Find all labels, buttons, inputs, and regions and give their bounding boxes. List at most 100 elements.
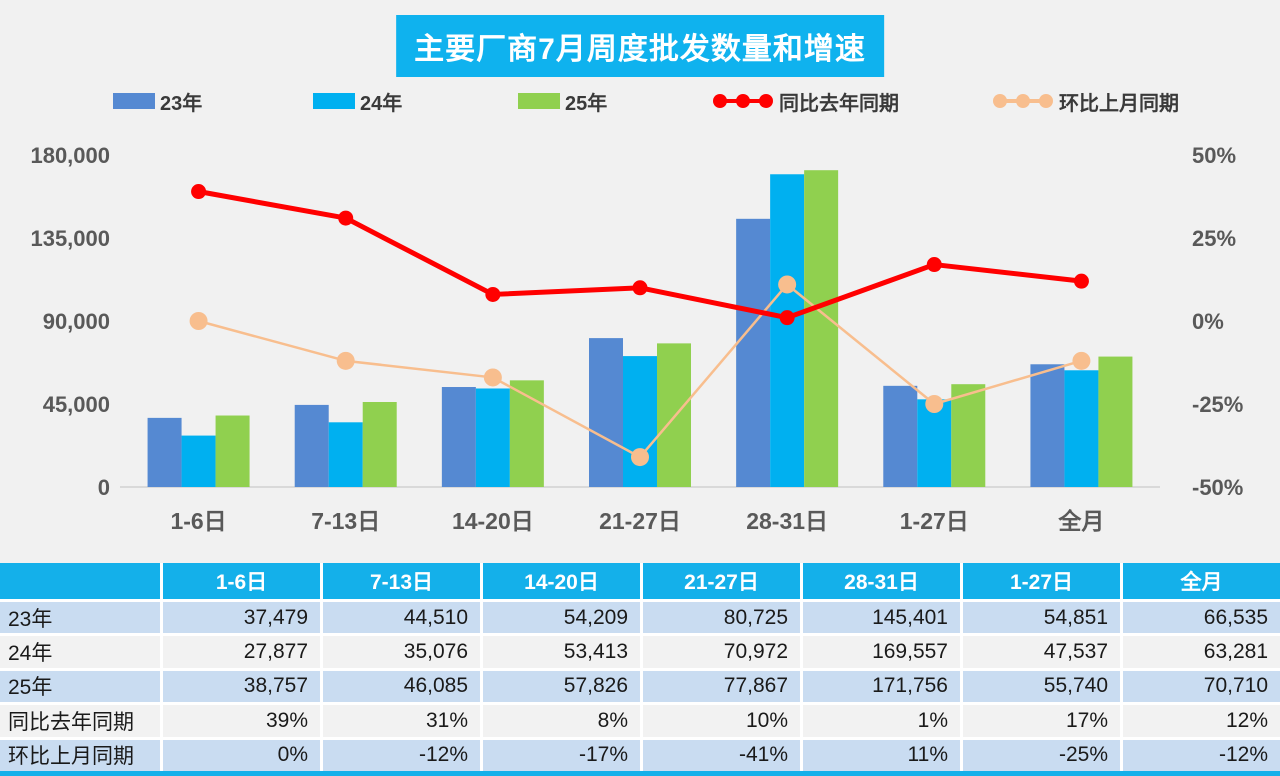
legend-swatch-icon xyxy=(113,93,155,109)
left-axis-tick: 135,000 xyxy=(30,226,110,251)
table-value-cell: 54,851 xyxy=(963,602,1120,634)
bar-24年-7-13日 xyxy=(328,422,363,487)
bar-25年-14-20日 xyxy=(509,380,544,487)
bar-25年-7-13日 xyxy=(362,401,397,487)
marker-同比去年同期-28-31日 xyxy=(779,310,795,326)
chart-legend: 23年 24年 25年 同比去年同期 环比上月同期 xyxy=(0,87,1280,117)
left-axis-tick: 45,000 xyxy=(43,392,110,417)
marker-环比上月同期-21-27日 xyxy=(631,448,649,467)
table-value-cell: 37,479 xyxy=(163,602,320,634)
legend-item-2: 24年 xyxy=(313,87,402,115)
table-header-cell: 7-13日 xyxy=(323,563,480,599)
table-value-cell: 46,085 xyxy=(323,670,480,703)
x-axis-label: 1-6日 xyxy=(170,508,226,534)
table-header-cell: 28-31日 xyxy=(803,563,960,599)
table-value-cell: 35,076 xyxy=(323,636,480,668)
marker-同比去年同期-7-13日 xyxy=(338,210,354,226)
bar-23年-7-13日 xyxy=(294,404,329,487)
left-axis-tick: 0 xyxy=(98,475,110,500)
table-value-cell: 12% xyxy=(1123,705,1280,737)
right-axis-tick: 25% xyxy=(1192,226,1236,251)
bar-25年-全月 xyxy=(1098,356,1133,487)
bar-24年-1-6日 xyxy=(181,435,216,487)
table-value-cell: 53,413 xyxy=(483,636,640,668)
legend-item-3: 25年 xyxy=(518,87,607,115)
right-axis-tick: 0% xyxy=(1192,309,1224,334)
table-header-corner xyxy=(0,563,160,599)
bar-25年-1-6日 xyxy=(215,415,250,487)
table-value-cell: 31% xyxy=(323,705,480,737)
bar-23年-28-31日 xyxy=(736,218,771,488)
weekly-data-table: 1-6日 7-13日 14-20日 21-27日 28-31日 1-27日 全月 23年 37,… xyxy=(0,563,1280,771)
bar-23年-14-20日 xyxy=(441,387,476,487)
table-value-cell: 47,537 xyxy=(963,636,1120,668)
table-header-cell: 1-27日 xyxy=(963,563,1120,599)
bar-24年-28-31日 xyxy=(770,174,805,487)
marker-同比去年同期-1-6日 xyxy=(191,184,207,200)
table-value-cell: 54,209 xyxy=(483,602,640,634)
bar-25年-1-27日 xyxy=(951,384,986,487)
legend-label: 25年 xyxy=(565,92,608,115)
table-value-cell: -12% xyxy=(323,739,480,771)
bar-24年-1-27日 xyxy=(917,399,952,487)
legend-label: 23年 xyxy=(160,92,203,115)
next-table-header-strip xyxy=(0,771,1280,776)
table-value-cell: 171,756 xyxy=(803,670,960,703)
bar-24年-21-27日 xyxy=(623,356,657,487)
table-value-cell: 0% xyxy=(163,739,320,771)
table-value-cell: 10% xyxy=(643,705,800,737)
legend-label: 同比去年同期 xyxy=(779,92,899,115)
legend-line-marker-icon xyxy=(713,94,773,108)
table-value-cell: 57,826 xyxy=(483,670,640,703)
table-header-cell: 14-20日 xyxy=(483,563,640,599)
marker-环比上月同期-28-31日 xyxy=(778,275,797,294)
table-row-label: 23年 xyxy=(0,602,160,634)
table-value-cell: 55,740 xyxy=(963,670,1120,703)
right-axis-tick: -50% xyxy=(1192,475,1243,500)
bar-23年-全月 xyxy=(1030,364,1065,487)
x-axis-label: 全月 xyxy=(1057,508,1104,534)
bar-23年-1-6日 xyxy=(147,417,182,487)
bar-24年-14-20日 xyxy=(475,388,510,487)
table-value-cell: 169,557 xyxy=(803,636,960,668)
table-value-cell: -25% xyxy=(963,739,1120,771)
table-value-cell: -41% xyxy=(643,739,800,771)
legend-item-5: 环比上月同期 xyxy=(992,87,1179,115)
table-value-cell: 17% xyxy=(963,705,1120,737)
bar-25年-21-27日 xyxy=(657,343,691,487)
marker-同比去年同期-全月 xyxy=(1073,273,1089,289)
bar-25年-28-31日 xyxy=(804,170,839,487)
marker-环比上月同期-7-13日 xyxy=(336,351,355,370)
table-value-cell: 39% xyxy=(163,705,320,737)
bar-23年-1-27日 xyxy=(883,385,918,487)
table-row-label: 24年 xyxy=(0,636,160,668)
table-value-cell: 70,972 xyxy=(643,636,800,668)
table-header-cell: 21-27日 xyxy=(643,563,800,599)
left-axis-tick: 90,000 xyxy=(43,309,110,334)
table-value-cell: 38,757 xyxy=(163,670,320,703)
table-value-cell: 1% xyxy=(803,705,960,737)
marker-同比去年同期-14-20日 xyxy=(485,286,501,302)
left-axis-tick: 180,000 xyxy=(30,143,110,168)
marker-环比上月同期-14-20日 xyxy=(483,368,502,387)
legend-label: 环比上月同期 xyxy=(1059,92,1179,115)
x-axis-label: 21-27日 xyxy=(599,508,681,534)
marker-环比上月同期-1-6日 xyxy=(189,312,208,330)
legend-swatch-icon xyxy=(313,93,355,109)
table-row-label: 同比去年同期 xyxy=(0,705,160,737)
line-同比去年同期 xyxy=(198,189,1082,321)
bar-24年-全月 xyxy=(1064,370,1099,487)
bar-23年-21-27日 xyxy=(589,338,623,487)
combo-chart: 180,000 135,000 90,000 45,000 0 50% 25% 0% -25% -… xyxy=(30,143,1243,534)
table-value-cell: 66,535 xyxy=(1123,602,1280,634)
table-value-cell: 11% xyxy=(803,739,960,771)
table-value-cell: 44,510 xyxy=(323,602,480,634)
table-value-cell: 145,401 xyxy=(803,602,960,634)
right-axis-tick: -25% xyxy=(1192,392,1243,417)
table-header-cell: 1-6日 xyxy=(163,563,320,599)
legend-item-4: 同比去年同期 xyxy=(712,87,899,115)
legend-label: 24年 xyxy=(360,92,403,115)
table-row-label: 25年 xyxy=(0,670,160,703)
table-value-cell: 80,725 xyxy=(643,602,800,634)
